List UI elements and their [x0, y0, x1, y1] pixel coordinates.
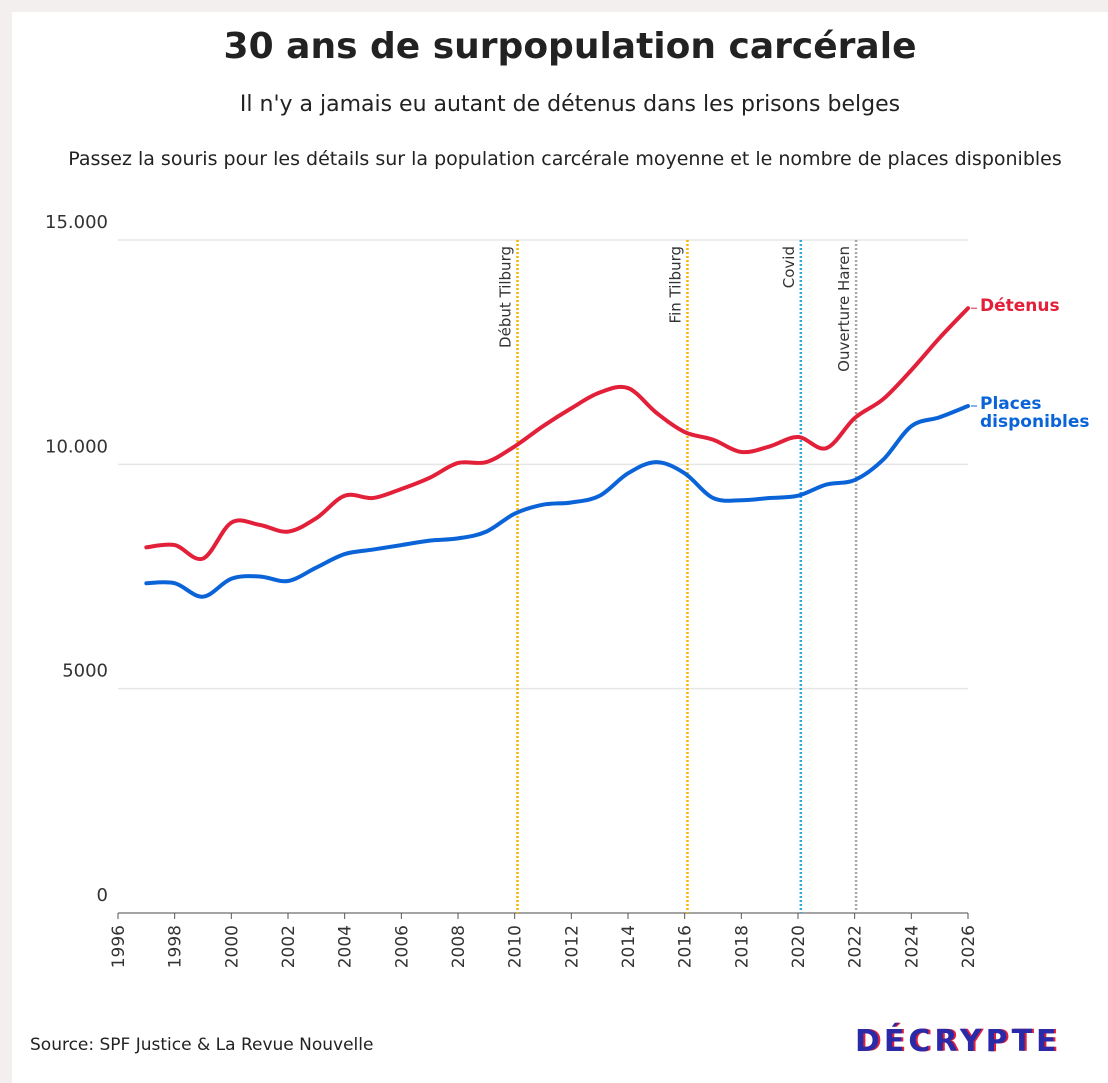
x-tick-label: 1996 [109, 925, 129, 968]
x-tick-label: 2014 [619, 925, 639, 968]
series-label: Places disponibles [980, 394, 1090, 432]
x-tick-label: 2004 [336, 925, 356, 968]
x-tick-label: 2026 [959, 925, 979, 968]
series-line [144, 306, 970, 562]
x-tick-label: 2012 [562, 925, 582, 968]
annotation-label: Ouverture Haren [835, 246, 853, 372]
annotation-label: Fin Tilburg [667, 246, 685, 323]
annotation-label: Covid [780, 246, 798, 288]
x-tick-label: 2000 [222, 925, 242, 968]
card [12, 12, 1108, 1083]
x-tick-label: 2022 [846, 925, 866, 968]
x-tick-label: 1998 [166, 925, 186, 968]
instruction: Passez la souris pour les détails sur la… [68, 148, 1062, 170]
logo: DÉCRYPTE [855, 1024, 1061, 1059]
title: 30 ans de surpopulation carcérale [223, 26, 917, 67]
x-tick-label: 2008 [449, 925, 469, 968]
x-tick-label: 2010 [506, 925, 526, 968]
x-tick-label: 2024 [902, 925, 922, 968]
annotation-label: Début Tilburg [497, 246, 515, 348]
subtitle: Il n'y a jamais eu autant de détenus dan… [239, 92, 901, 117]
series-label: Détenus [980, 296, 1060, 317]
y-tick-label: 15.000 [45, 212, 108, 233]
y-tick-label: 0 [97, 885, 108, 906]
x-tick-label: 2006 [392, 925, 412, 968]
source: Source: SPF Justice & La Revue Nouvelle [30, 1035, 374, 1055]
y-tick-label: 10.000 [45, 436, 108, 457]
x-tick-label: 2018 [732, 925, 752, 968]
series-line [144, 404, 970, 599]
x-tick-label: 2016 [676, 925, 696, 968]
x-tick-label: 2020 [789, 925, 809, 968]
y-tick-label: 5000 [62, 661, 108, 682]
x-tick-label: 2002 [279, 925, 299, 968]
